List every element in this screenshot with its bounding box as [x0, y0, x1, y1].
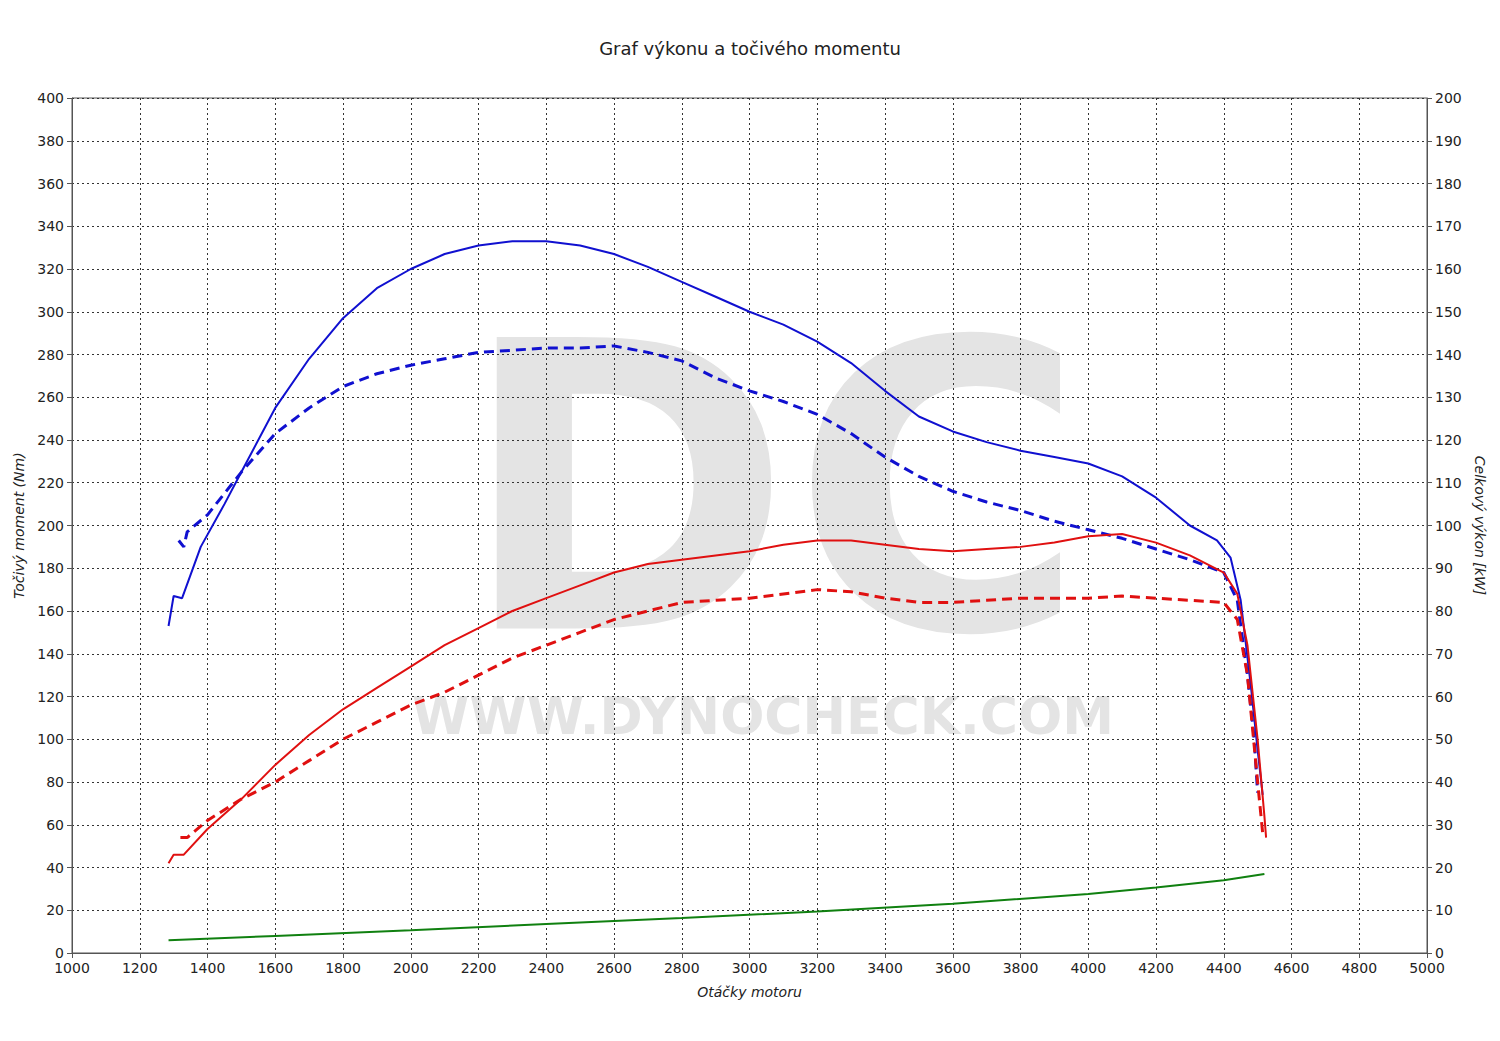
svg-text:120: 120	[1435, 432, 1462, 448]
svg-text:180: 180	[1435, 176, 1462, 192]
svg-text:90: 90	[1435, 560, 1453, 576]
svg-text:60: 60	[1435, 689, 1453, 705]
svg-text:3200: 3200	[799, 960, 835, 976]
svg-text:70: 70	[1435, 646, 1453, 662]
svg-text:160: 160	[37, 603, 64, 619]
svg-text:2600: 2600	[596, 960, 632, 976]
svg-text:100: 100	[1435, 518, 1462, 534]
svg-text:Graf výkonu a točivého momentu: Graf výkonu a točivého momentu	[599, 38, 901, 59]
svg-text:380: 380	[37, 133, 64, 149]
svg-text:110: 110	[1435, 475, 1462, 491]
svg-text:0: 0	[55, 945, 64, 961]
svg-text:50: 50	[1435, 731, 1453, 747]
svg-text:300: 300	[37, 304, 64, 320]
svg-text:200: 200	[37, 518, 64, 534]
svg-text:240: 240	[37, 432, 64, 448]
svg-text:1400: 1400	[190, 960, 226, 976]
svg-text:180: 180	[37, 560, 64, 576]
svg-text:Otáčky motoru: Otáčky motoru	[697, 984, 802, 1000]
svg-text:170: 170	[1435, 218, 1462, 234]
svg-text:130: 130	[1435, 389, 1462, 405]
svg-text:80: 80	[1435, 603, 1453, 619]
svg-text:80: 80	[46, 774, 64, 790]
svg-text:120: 120	[37, 689, 64, 705]
svg-text:3400: 3400	[867, 960, 903, 976]
svg-text:280: 280	[37, 347, 64, 363]
svg-text:2800: 2800	[664, 960, 700, 976]
svg-text:20: 20	[46, 902, 64, 918]
svg-text:140: 140	[37, 646, 64, 662]
svg-text:3800: 3800	[1003, 960, 1039, 976]
svg-text:4200: 4200	[1138, 960, 1174, 976]
svg-text:3600: 3600	[935, 960, 971, 976]
svg-text:1800: 1800	[325, 960, 361, 976]
svg-text:2400: 2400	[528, 960, 564, 976]
svg-text:160: 160	[1435, 261, 1462, 277]
svg-text:1600: 1600	[257, 960, 293, 976]
svg-text:4800: 4800	[1341, 960, 1377, 976]
svg-text:40: 40	[1435, 774, 1453, 790]
svg-text:190: 190	[1435, 133, 1462, 149]
svg-text:100: 100	[37, 731, 64, 747]
svg-text:30: 30	[1435, 817, 1453, 833]
svg-text:400: 400	[37, 90, 64, 106]
svg-text:260: 260	[37, 389, 64, 405]
svg-text:4600: 4600	[1274, 960, 1310, 976]
svg-text:DC: DC	[460, 258, 1086, 723]
svg-text:40: 40	[46, 860, 64, 876]
svg-text:5000: 5000	[1409, 960, 1445, 976]
svg-text:150: 150	[1435, 304, 1462, 320]
svg-text:4000: 4000	[1070, 960, 1106, 976]
svg-text:Točivý moment (Nm): Točivý moment (Nm)	[11, 452, 27, 598]
svg-text:4400: 4400	[1206, 960, 1242, 976]
svg-text:10: 10	[1435, 902, 1453, 918]
svg-text:60: 60	[46, 817, 64, 833]
svg-text:1000: 1000	[54, 960, 90, 976]
svg-text:WWW.DYNOCHECK.COM: WWW.DYNOCHECK.COM	[412, 686, 1114, 746]
svg-text:200: 200	[1435, 90, 1462, 106]
svg-text:140: 140	[1435, 347, 1462, 363]
svg-text:340: 340	[37, 218, 64, 234]
svg-text:Celkový výkon [kW]: Celkový výkon [kW]	[1472, 456, 1488, 595]
svg-text:360: 360	[37, 176, 64, 192]
svg-text:320: 320	[37, 261, 64, 277]
svg-text:3000: 3000	[732, 960, 768, 976]
svg-text:220: 220	[37, 475, 64, 491]
svg-text:0: 0	[1435, 945, 1444, 961]
svg-text:20: 20	[1435, 860, 1453, 876]
svg-text:2200: 2200	[461, 960, 497, 976]
svg-text:1200: 1200	[122, 960, 158, 976]
svg-text:2000: 2000	[393, 960, 429, 976]
